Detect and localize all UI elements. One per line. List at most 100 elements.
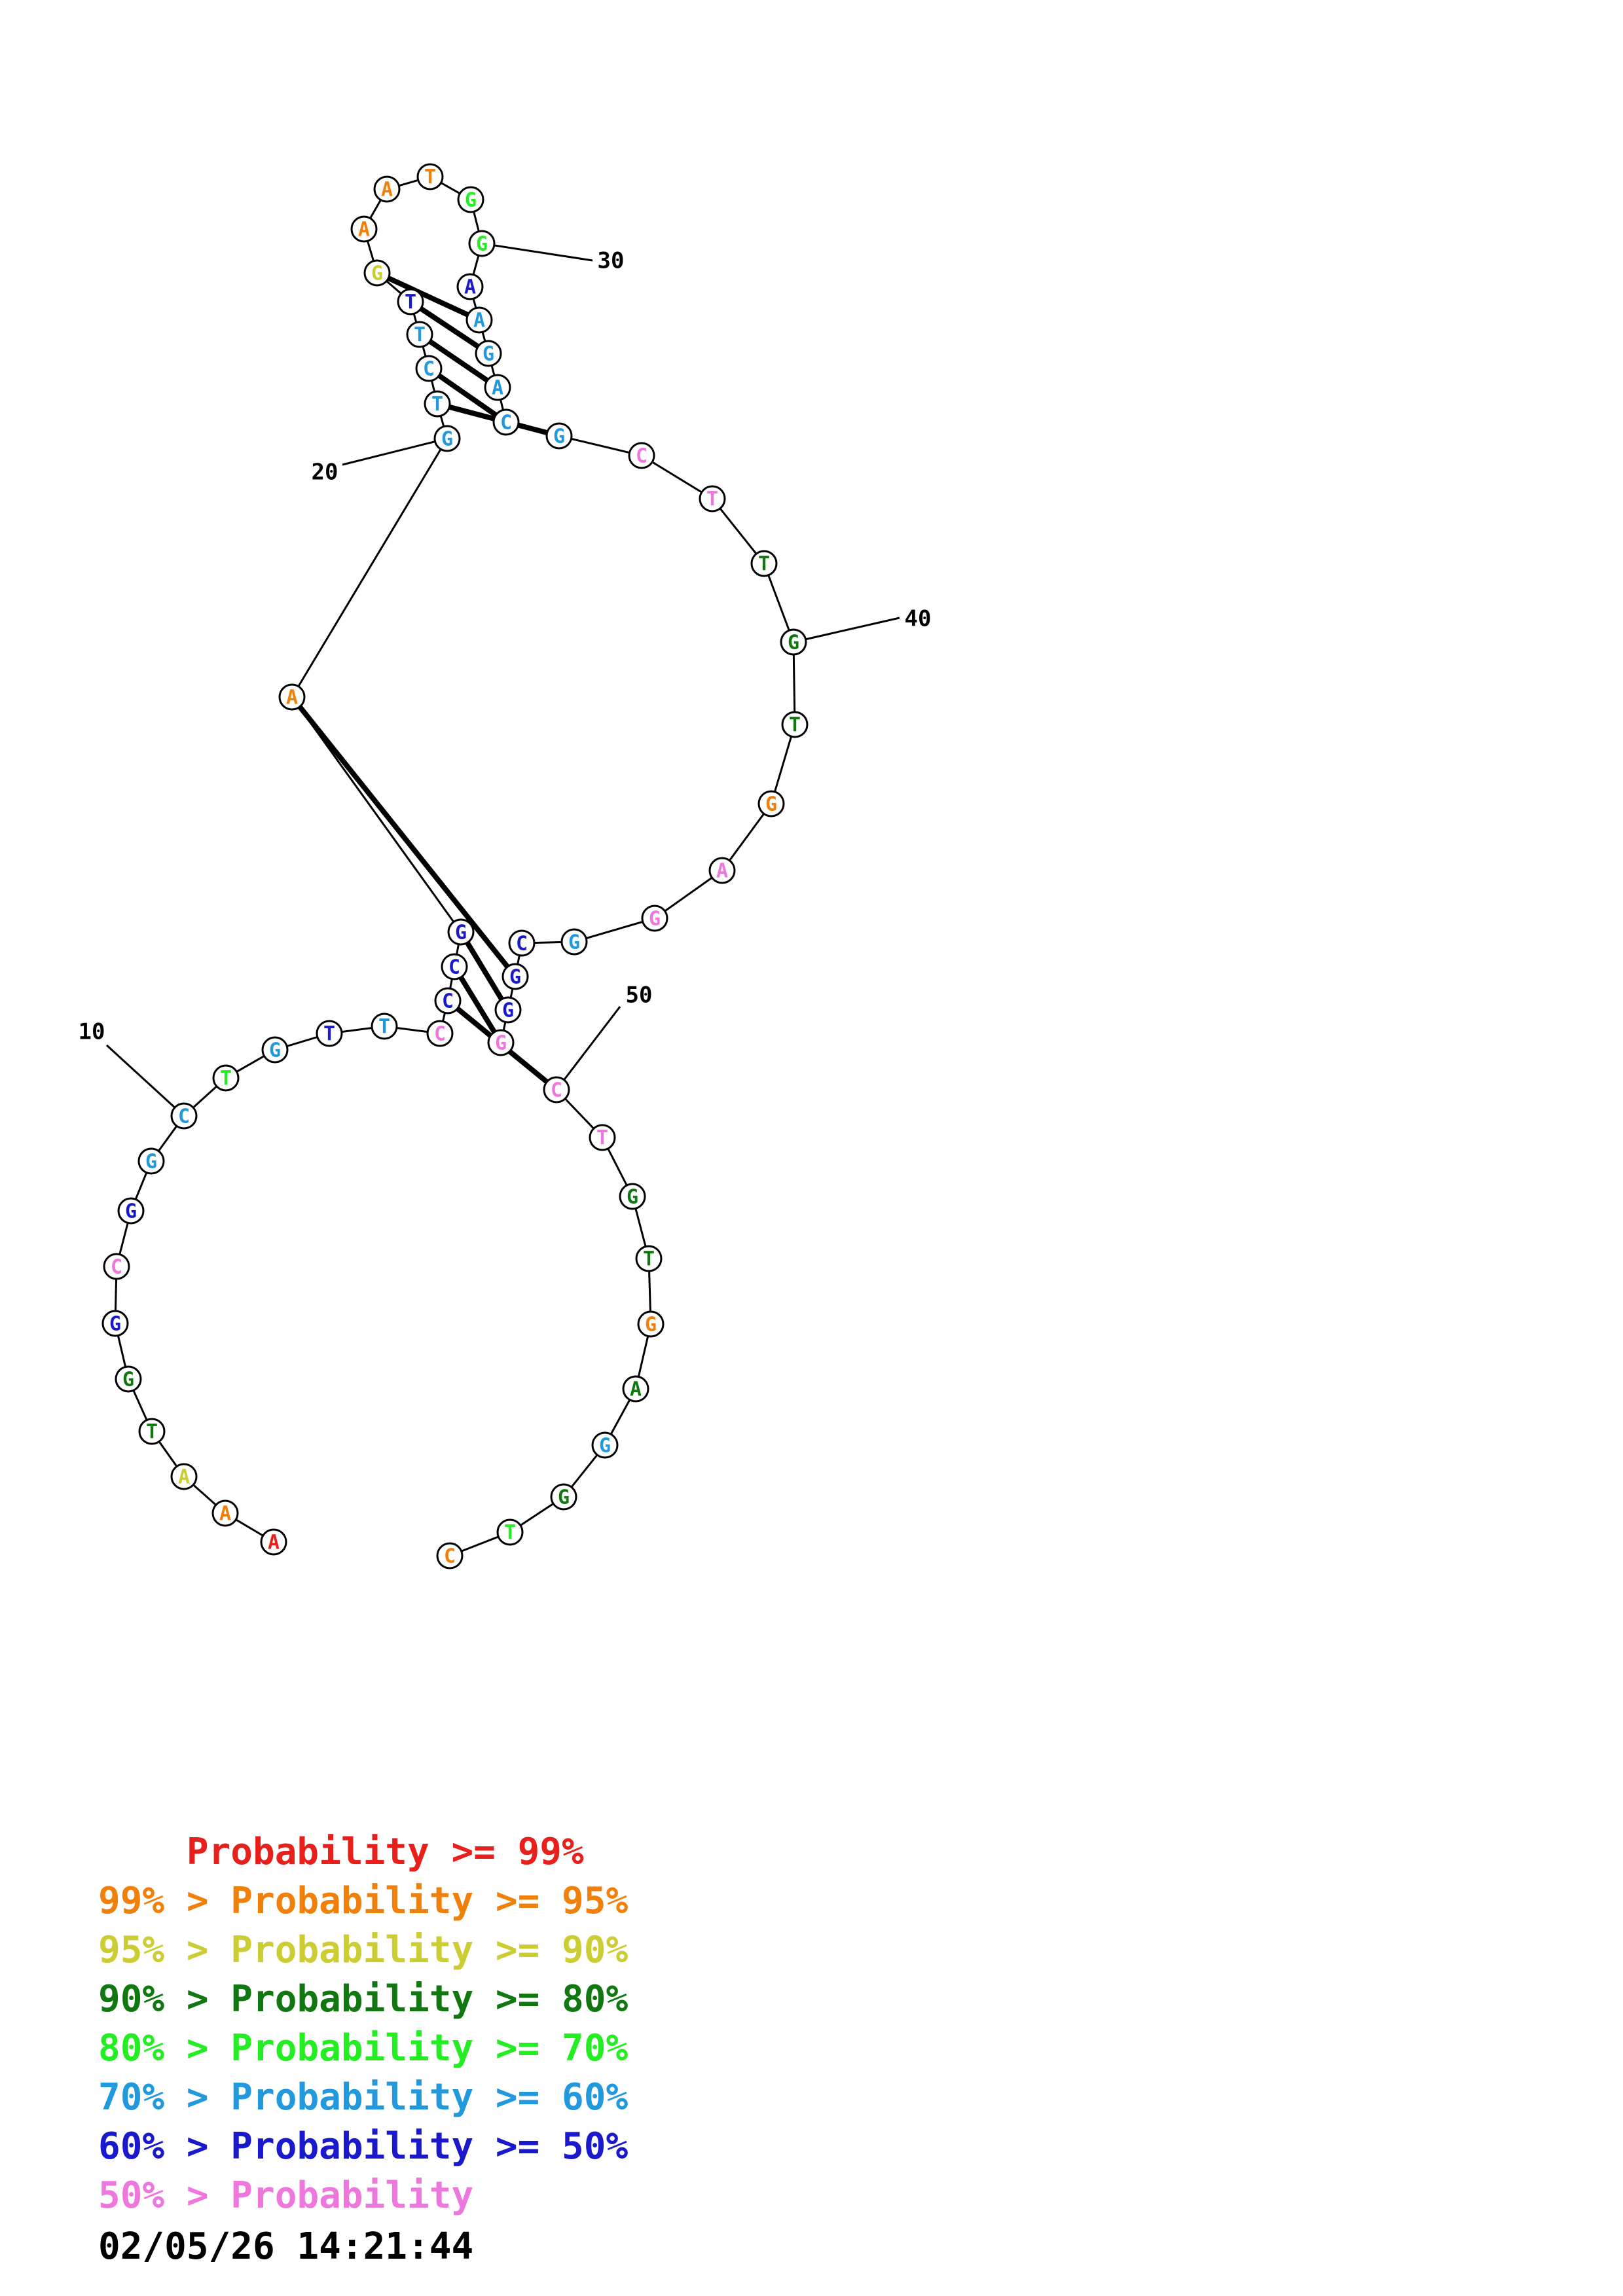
nucleotide-letter: G xyxy=(495,1032,507,1055)
nucleotide: A xyxy=(373,175,401,203)
nucleotide: T xyxy=(589,1124,616,1151)
nucleotide: G xyxy=(115,1365,142,1393)
nucleotide-letter: C xyxy=(448,956,460,979)
nucleotide-circle xyxy=(316,1020,343,1047)
nucleotide-letter: A xyxy=(219,1503,231,1526)
nucleotide-circle xyxy=(434,987,462,1014)
nucleotide-circle xyxy=(441,953,468,980)
nucleotide-letter: T xyxy=(431,393,443,416)
nucleotide-letter: A xyxy=(630,1378,642,1401)
nucleotide-circle xyxy=(260,1528,287,1556)
legend-prefix: 90% > xyxy=(98,1978,231,2020)
nucleotide-circle xyxy=(781,711,809,738)
nucleotide: T xyxy=(138,1418,166,1445)
nucleotide-letter: A xyxy=(464,276,476,299)
nucleotide-letter: G xyxy=(441,428,453,451)
legend-text: Probability >= 70% xyxy=(230,2027,629,2070)
nucleotide-letter: G xyxy=(483,343,494,366)
nucleotide-letter: G xyxy=(122,1369,134,1391)
legend-text: Probability >= 90% xyxy=(230,1929,629,1971)
nucleotide-circle xyxy=(560,928,588,956)
nucleotide-circle xyxy=(465,306,493,334)
nucleotide: A xyxy=(708,857,736,884)
legend-row: 99% > Probability >= 95% xyxy=(98,1876,628,1926)
position-tick xyxy=(342,437,448,466)
base-pair-bond xyxy=(427,366,508,425)
nucleotide-circle xyxy=(456,273,484,300)
nucleotide: G xyxy=(487,1029,515,1056)
nucleotide: G xyxy=(363,259,391,287)
nucleotide: G xyxy=(433,425,461,452)
nucleotide-letter: A xyxy=(492,377,503,400)
nucleotide-circle xyxy=(433,425,461,452)
nucleotide: G xyxy=(619,1183,646,1210)
nucleotide: A xyxy=(170,1463,198,1490)
legend-row: 90% > Probability >= 80% xyxy=(98,1975,628,2024)
nucleotide-letter: C xyxy=(551,1079,562,1102)
legend-prefix: 99% > xyxy=(98,1880,231,1922)
nucleotide: G xyxy=(447,918,475,946)
position-label: 10 xyxy=(79,1019,105,1045)
nucleotide: A xyxy=(211,1499,239,1527)
nucleotide-letter: T xyxy=(220,1067,232,1090)
nucleotide-circle xyxy=(757,790,785,817)
nucleotide: C xyxy=(426,1020,454,1047)
nucleotide: G xyxy=(560,928,588,956)
nucleotide-letter: A xyxy=(358,219,370,242)
nucleotide-letter: G xyxy=(509,966,521,989)
nucleotide-letter: A xyxy=(716,860,728,883)
nucleotide-letter: A xyxy=(178,1466,190,1489)
nucleotide: G xyxy=(457,186,484,213)
nucleotide: C xyxy=(434,987,462,1014)
base-pair-bond xyxy=(409,299,490,356)
nucleotide-letter: C xyxy=(423,358,435,381)
nucleotide: A xyxy=(622,1375,649,1403)
nucleotide-circle xyxy=(487,1029,515,1056)
nucleotide-letter: G xyxy=(502,999,514,1022)
nucleotide: A xyxy=(278,683,306,711)
position-tick xyxy=(555,1006,621,1090)
nucleotide-letter: C xyxy=(500,412,512,435)
legend-text: Probability >= 80% xyxy=(230,1978,629,2020)
nucleotide: C xyxy=(441,953,468,980)
nucleotide-circle xyxy=(501,963,529,990)
position-tick xyxy=(793,617,900,643)
nucleotide: C xyxy=(543,1076,570,1103)
nucleotide-letter: G xyxy=(553,425,565,448)
nucleotide: G xyxy=(475,340,502,367)
nucleotide: G xyxy=(780,628,807,656)
nucleotide: C xyxy=(415,355,443,382)
nucleotide-circle xyxy=(170,1463,198,1490)
nucleotide-circle xyxy=(484,374,511,401)
nucleotide-circle xyxy=(589,1124,616,1151)
nucleotide: T xyxy=(416,163,444,190)
nucleotide-letter: C xyxy=(111,1256,122,1279)
nucleotide-circle xyxy=(371,1013,398,1040)
nucleotide: C xyxy=(170,1102,198,1130)
nucleotide-letter: G xyxy=(476,233,488,256)
nucleotide-letter: C xyxy=(442,990,454,1013)
nucleotide-letter: C xyxy=(434,1023,446,1046)
nucleotide-circle xyxy=(494,996,522,1024)
nucleotide: G xyxy=(137,1147,165,1175)
nucleotide-letter: G xyxy=(649,908,661,931)
legend-text: Probability >= 95% xyxy=(230,1880,629,1922)
base-pair-bond xyxy=(289,695,518,978)
nucleotide-letter: C xyxy=(178,1105,190,1128)
nucleotide-letter: G xyxy=(645,1314,657,1336)
legend-prefix: 70% > xyxy=(98,2076,231,2119)
nucleotide: C xyxy=(103,1253,130,1280)
nucleotide: G xyxy=(117,1197,145,1225)
nucleotide-circle xyxy=(492,408,520,436)
nucleotide: A xyxy=(456,273,484,300)
nucleotide-letter: A xyxy=(473,310,485,332)
nucleotide: G xyxy=(591,1431,619,1459)
nucleotide-letter: G xyxy=(765,793,777,816)
nucleotide-circle xyxy=(211,1499,239,1527)
nucleotide: A xyxy=(484,374,511,401)
nucleotide-circle xyxy=(117,1197,145,1225)
nucleotide-letter: T xyxy=(643,1248,655,1271)
nucleotide-circle xyxy=(550,1483,577,1511)
